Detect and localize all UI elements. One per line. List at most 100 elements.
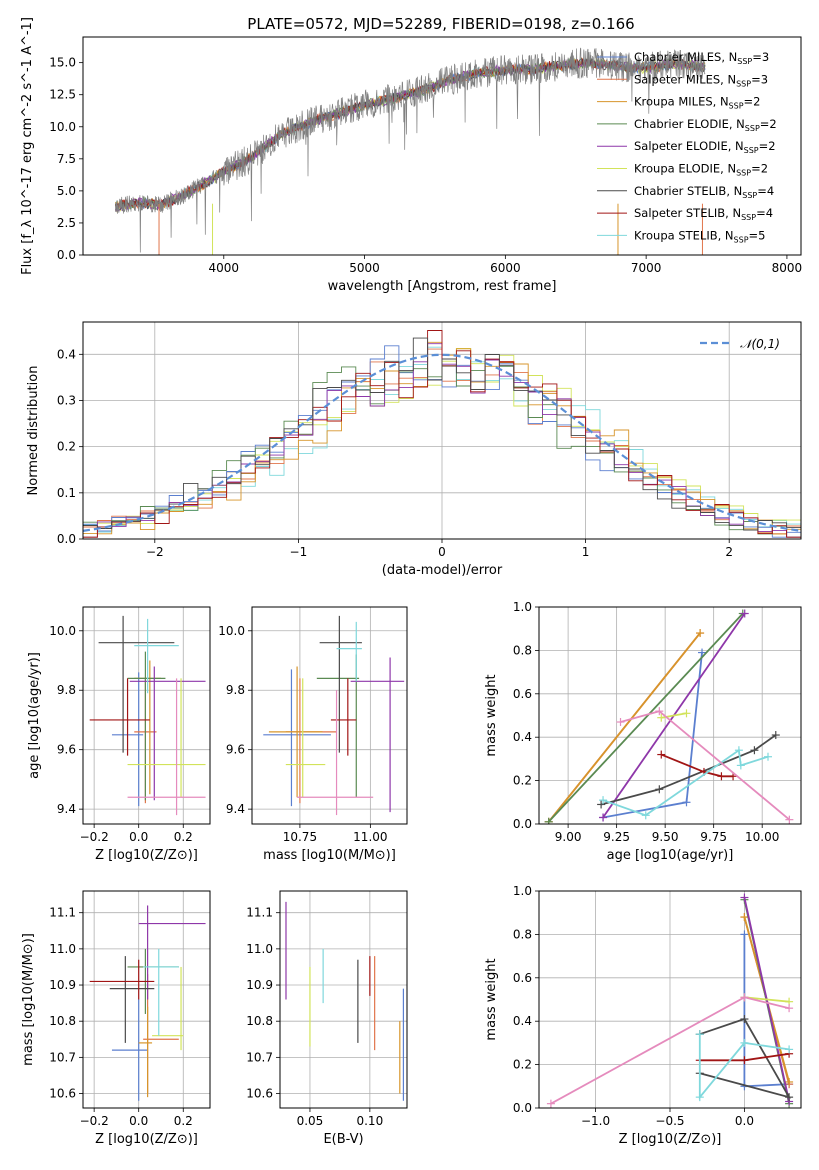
x-axis-label: E(B-V): [323, 1132, 363, 1147]
y-axis-label: Normed distribution: [26, 366, 41, 496]
histogram-step: [83, 337, 801, 539]
axes-frame: [82, 321, 802, 540]
y-tick-label: 10.7: [246, 1050, 273, 1064]
y-tick-label: 15.0: [49, 56, 76, 70]
axes-frame: [279, 890, 408, 1109]
y-tick-label: 0.4: [513, 730, 532, 744]
legend-label: Kroupa ELODIE, NSSP=2: [634, 162, 768, 178]
axes-weight_vs_Z: −1.0 −0.5 0.0 0.0 0.2 0.4 0.6 0.8 1.0: [513, 884, 801, 1128]
y-axis-label: mass weight: [484, 958, 499, 1040]
weight-line: [744, 996, 790, 1003]
x-axis-label: wavelength [Angstrom, rest frame]: [328, 279, 557, 294]
data-spectrum-line: [115, 47, 706, 253]
x-tick-label: 2: [725, 545, 733, 559]
x-tick-label: −1.0: [581, 1114, 610, 1128]
y-axis-label: Flux [f_λ 10^-17 erg cm^-2 s^-1 A^-1]: [20, 17, 35, 275]
y-tick-label: 0.0: [57, 532, 76, 546]
axes-age_vs_mass: 10.75 11.00 9.4 9.6 9.8 10.0: [218, 607, 407, 844]
y-tick-label: 0.0: [513, 817, 532, 831]
weight-line: [548, 612, 744, 823]
x-tick-label: 6000: [490, 261, 521, 275]
legend-label: Kroupa MILES, NSSP=2: [634, 95, 760, 111]
figure-title: PLATE=0572, MJD=52289, FIBERID=0198, z=0…: [247, 15, 634, 33]
y-tick-label: 2.5: [57, 216, 76, 230]
plot-area-spectrum: [115, 47, 706, 255]
y-tick-label: 0.6: [513, 971, 532, 985]
weight-line: [600, 734, 777, 806]
y-tick-label: 10.0: [49, 624, 76, 638]
y-tick-label: 9.4: [226, 802, 245, 816]
axes-frame: [82, 36, 802, 256]
x-tick-label: −1: [290, 545, 308, 559]
x-axis-label: mass [log10(M/M⊙)]: [263, 848, 396, 863]
y-tick-label: 10.8: [246, 1014, 273, 1028]
y-axis-label: mass weight: [484, 674, 499, 756]
y-tick-label: 10.6: [49, 1087, 76, 1101]
legend-label: Chabrier STELIB, NSSP=4: [634, 184, 774, 200]
legend-label: Salpeter MILES, NSSP=3: [634, 72, 768, 88]
legend: Chabrier MILES, NSSP=3 Salpeter MILES, NS…: [597, 50, 777, 244]
y-axis-label: age [log10(age/yr)]: [27, 652, 42, 779]
y-tick-label: 10.8: [49, 1014, 76, 1028]
y-tick-label: 10.9: [246, 978, 273, 992]
x-tick-label: −0.5: [655, 1114, 684, 1128]
plot-area-weight_vs_Z: [546, 893, 794, 1108]
histogram-step: [83, 330, 801, 539]
y-tick-label: 11.1: [246, 906, 273, 920]
y-tick-label: 10.0: [218, 624, 245, 638]
x-tick-label: −2: [146, 545, 164, 559]
x-tick-label: 0.0: [129, 1114, 148, 1128]
axes-mass_vs_Z: −0.2 0.0 0.2 10.6 10.7 10.8 10.9 11.0 11.1: [49, 891, 210, 1128]
weight-line: [660, 753, 734, 778]
y-tick-label: 9.6: [226, 743, 245, 757]
plot-area-residuals: [83, 330, 801, 539]
y-tick-label: 0.2: [513, 774, 532, 788]
y-tick-label: 11.0: [49, 942, 76, 956]
y-tick-label: 0.4: [57, 347, 76, 361]
axes-frame: [538, 606, 802, 825]
y-tick-label: 10.6: [246, 1087, 273, 1101]
y-tick-label: 0.8: [513, 643, 532, 657]
weight-line: [743, 934, 790, 1088]
weight-line: [699, 1017, 791, 1099]
axes-frame: [82, 606, 211, 825]
legend-label: Kroupa STELIB, NSSP=5: [634, 228, 765, 244]
x-tick-label: 9.25: [603, 830, 630, 844]
y-tick-label: 9.8: [57, 683, 76, 697]
legend-label: Salpeter ELODIE, NSSP=2: [634, 139, 776, 155]
y-tick-label: 11.0: [246, 942, 273, 956]
y-tick-label: 9.4: [57, 802, 76, 816]
y-tick-label: 0.4: [513, 1014, 532, 1028]
x-tick-label: 8000: [772, 261, 803, 275]
axes-mass_vs_ebv: 0.05 0.10 10.6 10.7 10.8 10.9 11.0 11.1: [246, 891, 407, 1128]
x-tick-label: 5000: [349, 261, 380, 275]
y-tick-label: 0.0: [513, 1101, 532, 1115]
y-tick-label: 7.5: [57, 152, 76, 166]
x-tick-label: 0: [438, 545, 446, 559]
y-tick-label: 0.2: [57, 440, 76, 454]
x-tick-label: 9.50: [652, 830, 679, 844]
x-tick-label: 0.2: [174, 830, 193, 844]
weight-line: [547, 632, 701, 823]
y-tick-label: 0.8: [513, 927, 532, 941]
plot-area-age_vs_mass: [263, 615, 405, 816]
plot-area-weight_vs_age: [544, 609, 794, 824]
x-axis-label: (data-model)/error: [382, 563, 503, 578]
y-tick-label: 11.1: [49, 906, 76, 920]
x-tick-label: −0.2: [80, 830, 109, 844]
plot-area-age_vs_Z: [89, 615, 206, 816]
x-tick-label: 4000: [209, 261, 240, 275]
y-tick-label: 1.0: [513, 884, 532, 898]
x-tick-label: 1: [582, 545, 590, 559]
y-tick-label: 10.0: [49, 120, 76, 134]
y-tick-label: 10.9: [49, 978, 76, 992]
y-tick-label: 9.6: [57, 743, 76, 757]
legend-label: Chabrier ELODIE, NSSP=2: [634, 117, 777, 133]
axes-spectrum: 4000 5000 6000 7000 8000 0.0 2.5 5.0 7.5 10.0 12.5…: [49, 56, 802, 275]
y-tick-label: 0.2: [513, 1058, 532, 1072]
x-tick-label: 7000: [631, 261, 662, 275]
x-tick-label: 0.0: [735, 1114, 754, 1128]
x-tick-label: 0.10: [356, 1114, 383, 1128]
x-tick-label: 9.75: [700, 830, 727, 844]
